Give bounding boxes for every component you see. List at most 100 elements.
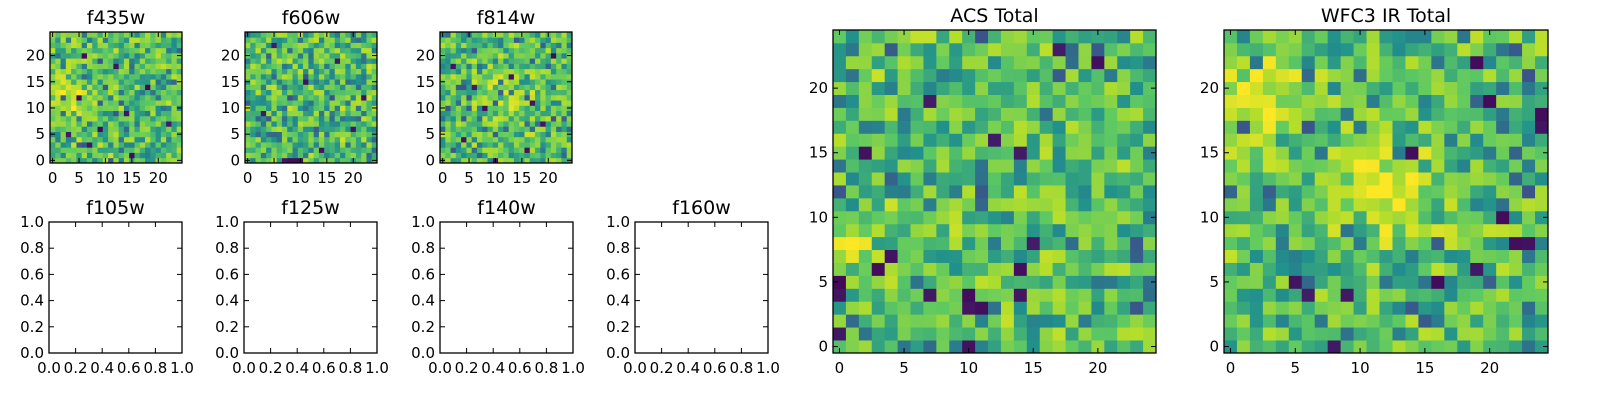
heatmap-cell (1026, 42, 1041, 57)
heatmap-cell (540, 121, 546, 127)
heatmap-cell (988, 249, 1002, 263)
heatmap-cell (556, 126, 562, 132)
heatmap-cell (76, 152, 83, 159)
heatmap-cell (833, 288, 847, 302)
heatmap-cell (1366, 249, 1380, 263)
heatmap-cell (1535, 55, 1549, 70)
heatmap-cell (276, 147, 283, 153)
heatmap-cell (329, 100, 336, 106)
heatmap-cell (471, 63, 478, 70)
heatmap-cell (529, 136, 536, 143)
y-tick-label: 0.6 (20, 265, 44, 283)
heatmap-cell (1470, 55, 1484, 70)
heatmap-cell (340, 32, 346, 38)
heatmap-cell (145, 52, 151, 59)
heatmap-cell (250, 100, 256, 106)
heatmap-cell (1444, 262, 1458, 276)
heatmap-cell (1470, 107, 1484, 121)
heatmap-cell (440, 42, 446, 49)
heatmap-cell (371, 84, 378, 91)
heatmap-cell (1236, 340, 1251, 354)
heatmap-cell (150, 47, 156, 54)
heatmap-cell (540, 115, 546, 122)
heatmap-cell (281, 52, 288, 59)
heatmap-cell (455, 115, 462, 122)
heatmap-cell (1301, 81, 1316, 95)
heatmap-cell (108, 58, 114, 64)
heatmap-cell (86, 105, 93, 111)
heatmap-cell (102, 37, 109, 43)
heatmap-cell (281, 73, 288, 80)
heatmap-cell (171, 147, 178, 153)
heatmap-cell (292, 147, 299, 153)
heatmap-cell (355, 115, 362, 122)
heatmap-cell (266, 79, 272, 85)
heatmap-cell (276, 89, 283, 96)
heatmap-cell (318, 105, 325, 111)
heatmap-cell (250, 147, 256, 153)
heatmap-cell (139, 157, 146, 164)
heatmap-cell (508, 105, 515, 111)
heatmap-cell (86, 115, 93, 122)
heatmap-cell (50, 58, 56, 64)
heatmap-cell (297, 121, 304, 127)
heatmap-cell (1418, 55, 1432, 70)
heatmap-cell (1143, 107, 1157, 121)
heatmap-cell (139, 121, 146, 127)
heatmap-cell (366, 79, 373, 85)
heatmap-cell (171, 105, 178, 111)
heatmap-cell (833, 146, 847, 160)
heatmap-cell (366, 32, 373, 38)
heatmap-cell (1327, 275, 1342, 289)
heatmap-cell (1130, 249, 1144, 263)
heatmap-cell (1340, 340, 1354, 354)
heatmap-cell (871, 314, 886, 328)
heatmap-cell (1117, 301, 1131, 315)
heatmap-cell (492, 100, 499, 106)
heatmap-cell (529, 63, 536, 70)
heatmap-cell (482, 47, 488, 54)
heatmap-cell (1496, 94, 1510, 108)
heatmap-cell (988, 301, 1002, 315)
heatmap-cell (445, 152, 451, 159)
heatmap-cell (260, 32, 267, 38)
heatmap-cell (1091, 185, 1105, 199)
heatmap-cell (313, 157, 320, 164)
heatmap-cell (292, 121, 299, 127)
heatmap-cell (988, 262, 1002, 276)
heatmap-cell (166, 37, 172, 43)
heatmap-cell (884, 185, 898, 199)
heatmap-cell (245, 136, 251, 143)
heatmap-cell (1340, 210, 1354, 225)
heatmap-cell (1496, 301, 1510, 315)
heatmap-cell (1039, 249, 1054, 263)
heatmap-cell (371, 115, 378, 122)
heatmap-cell (1117, 107, 1131, 121)
heatmap-cell (466, 105, 473, 111)
heatmap-cell (508, 100, 515, 106)
heatmap-cell (487, 79, 494, 85)
heatmap-cell (102, 142, 109, 148)
heatmap-cell (1065, 133, 1079, 147)
heatmap-cell (1366, 301, 1380, 315)
heatmap-cell (361, 42, 367, 49)
heatmap-cell (287, 136, 293, 143)
heatmap-cell (1457, 159, 1471, 173)
heatmap-cell (498, 47, 504, 54)
heatmap-cell (345, 63, 351, 70)
heatmap-cell (508, 37, 515, 43)
heatmap-cell (81, 126, 88, 132)
heatmap-cell (524, 84, 531, 91)
heatmap-cell (1431, 288, 1445, 302)
heatmap-cell (350, 42, 357, 49)
heatmap-cell (949, 94, 963, 108)
heatmap-cell (245, 142, 251, 148)
heatmap-cell (1327, 146, 1342, 160)
heatmap-cell (975, 146, 989, 160)
heatmap-cell (361, 105, 367, 111)
heatmap-cell (166, 52, 172, 59)
heatmap-cell (113, 136, 120, 143)
heatmap-cell (81, 84, 88, 91)
heatmap-cell (498, 68, 504, 75)
x-tick-label: 0.0 (232, 359, 256, 377)
